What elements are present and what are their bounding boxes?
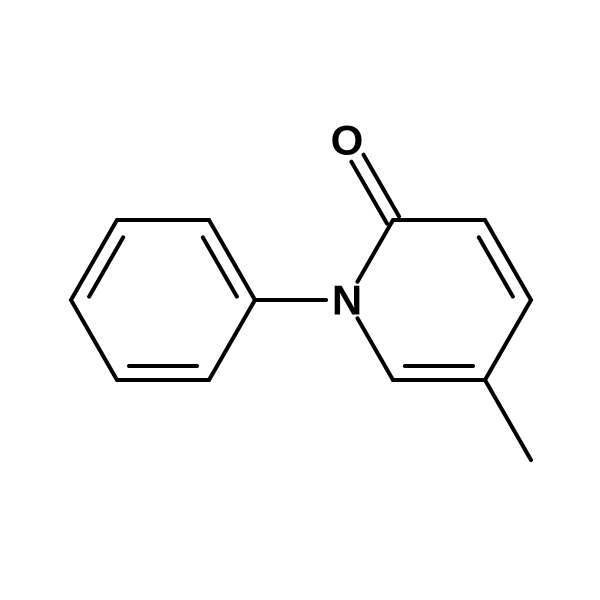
bond-3: [209, 300, 255, 380]
bond-14: [485, 380, 531, 460]
bond-5: [71, 300, 117, 380]
atom-label-n: N: [332, 277, 362, 324]
atom-label-o: O: [331, 117, 364, 164]
bond-8-a: [364, 155, 400, 217]
molecule-diagram: NO: [0, 0, 600, 600]
bond-11: [485, 300, 531, 380]
bond-8-b: [351, 162, 387, 224]
bond-7: [357, 220, 393, 282]
bond-13: [357, 318, 393, 380]
bond-2-inner: [203, 237, 237, 296]
bond-0-inner: [89, 237, 123, 296]
bond-10-inner: [479, 237, 513, 296]
